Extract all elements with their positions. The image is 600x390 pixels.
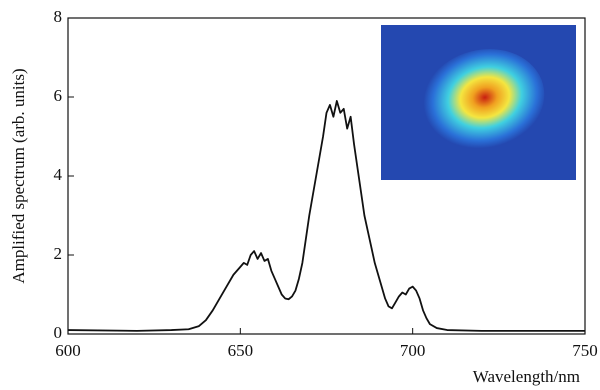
y-tick-label: 4 [54, 165, 63, 184]
y-tick-label: 6 [54, 86, 63, 105]
y-tick-label: 2 [54, 244, 63, 263]
y-tick-label: 0 [54, 323, 63, 342]
y-axis-label: Amplified spectrum (arb. units) [9, 68, 28, 283]
x-axis-label: Wavelength/nm [473, 367, 580, 386]
y-tick-label: 8 [54, 7, 63, 26]
inset-image [381, 25, 576, 180]
x-tick-label: 600 [55, 341, 81, 360]
x-tick-label: 700 [400, 341, 426, 360]
chart: Amplified spectrum (arb. units) Waveleng… [0, 0, 600, 390]
x-tick-label: 650 [228, 341, 254, 360]
x-tick-label: 750 [572, 341, 598, 360]
